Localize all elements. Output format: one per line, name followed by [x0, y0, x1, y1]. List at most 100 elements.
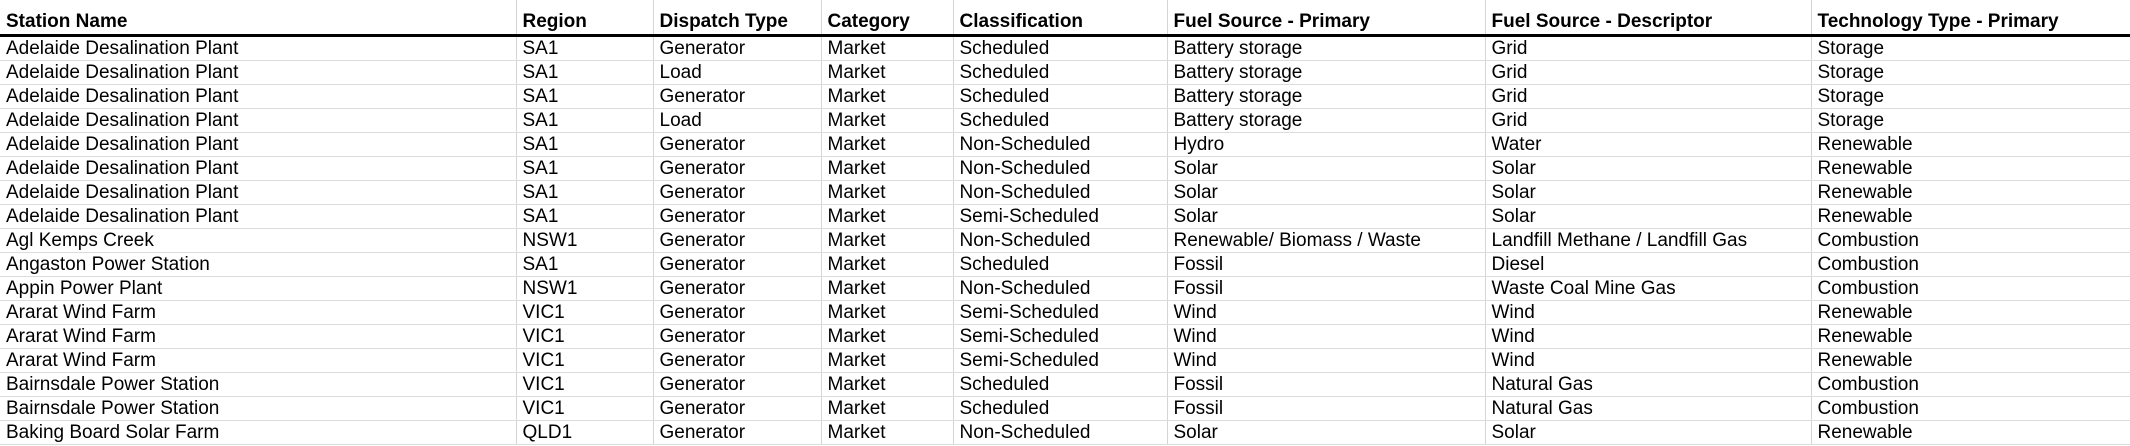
cell-region[interactable]: VIC1	[515, 300, 653, 325]
cell-fuel-source-descriptor[interactable]: Grid	[1484, 84, 1811, 109]
cell-classification[interactable]: Scheduled	[952, 372, 1167, 397]
cell-classification[interactable]: Non-Scheduled	[952, 420, 1167, 445]
cell-category[interactable]: Market	[820, 348, 953, 373]
cell-fuel-source-primary[interactable]: Solar	[1166, 420, 1485, 445]
cell-technology-type-primary[interactable]: Renewable	[1810, 180, 2130, 205]
cell-fuel-source-primary[interactable]: Fossil	[1166, 276, 1485, 301]
cell-station-name[interactable]: Appin Power Plant	[0, 276, 516, 301]
cell-fuel-source-descriptor[interactable]: Wind	[1484, 348, 1811, 373]
cell-technology-type-primary[interactable]: Storage	[1810, 60, 2130, 85]
cell-dispatch-type[interactable]: Generator	[652, 372, 821, 397]
cell-station-name[interactable]: Adelaide Desalination Plant	[0, 35, 516, 61]
header-fuel-source-descriptor[interactable]: Fuel Source - Descriptor	[1484, 0, 1811, 37]
cell-region[interactable]: VIC1	[515, 396, 653, 421]
cell-category[interactable]: Market	[820, 420, 953, 445]
cell-fuel-source-primary[interactable]: Fossil	[1166, 396, 1485, 421]
cell-technology-type-primary[interactable]: Combustion	[1810, 276, 2130, 301]
cell-dispatch-type[interactable]: Generator	[652, 132, 821, 157]
cell-dispatch-type[interactable]: Generator	[652, 300, 821, 325]
cell-dispatch-type[interactable]: Generator	[652, 252, 821, 277]
cell-fuel-source-descriptor[interactable]: Wind	[1484, 300, 1811, 325]
cell-dispatch-type[interactable]: Generator	[652, 228, 821, 253]
cell-classification[interactable]: Scheduled	[952, 252, 1167, 277]
cell-fuel-source-descriptor[interactable]: Natural Gas	[1484, 372, 1811, 397]
cell-fuel-source-descriptor[interactable]: Solar	[1484, 156, 1811, 181]
cell-technology-type-primary[interactable]: Combustion	[1810, 228, 2130, 253]
cell-station-name[interactable]: Angaston Power Station	[0, 252, 516, 277]
cell-dispatch-type[interactable]: Generator	[652, 35, 821, 61]
cell-fuel-source-primary[interactable]: Solar	[1166, 156, 1485, 181]
cell-fuel-source-descriptor[interactable]: Solar	[1484, 420, 1811, 445]
cell-classification[interactable]: Non-Scheduled	[952, 132, 1167, 157]
cell-fuel-source-primary[interactable]: Battery storage	[1166, 35, 1485, 61]
cell-station-name[interactable]: Adelaide Desalination Plant	[0, 180, 516, 205]
cell-classification[interactable]: Scheduled	[952, 60, 1167, 85]
cell-dispatch-type[interactable]: Load	[652, 108, 821, 133]
cell-dispatch-type[interactable]: Load	[652, 60, 821, 85]
header-region[interactable]: Region	[515, 0, 653, 37]
cell-technology-type-primary[interactable]: Renewable	[1810, 300, 2130, 325]
cell-region[interactable]: SA1	[515, 180, 653, 205]
cell-fuel-source-primary[interactable]: Fossil	[1166, 252, 1485, 277]
cell-technology-type-primary[interactable]: Combustion	[1810, 252, 2130, 277]
header-dispatch-type[interactable]: Dispatch Type	[652, 0, 821, 37]
cell-station-name[interactable]: Ararat Wind Farm	[0, 348, 516, 373]
cell-dispatch-type[interactable]: Generator	[652, 348, 821, 373]
cell-technology-type-primary[interactable]: Renewable	[1810, 324, 2130, 349]
cell-technology-type-primary[interactable]: Renewable	[1810, 348, 2130, 373]
cell-classification[interactable]: Semi-Scheduled	[952, 348, 1167, 373]
cell-station-name[interactable]: Adelaide Desalination Plant	[0, 156, 516, 181]
cell-station-name[interactable]: Baking Board Solar Farm	[0, 420, 516, 445]
cell-region[interactable]: SA1	[515, 108, 653, 133]
cell-dispatch-type[interactable]: Generator	[652, 324, 821, 349]
cell-category[interactable]: Market	[820, 252, 953, 277]
cell-category[interactable]: Market	[820, 372, 953, 397]
cell-fuel-source-descriptor[interactable]: Water	[1484, 132, 1811, 157]
cell-technology-type-primary[interactable]: Combustion	[1810, 396, 2130, 421]
cell-region[interactable]: QLD1	[515, 420, 653, 445]
cell-technology-type-primary[interactable]: Storage	[1810, 84, 2130, 109]
cell-category[interactable]: Market	[820, 108, 953, 133]
cell-station-name[interactable]: Adelaide Desalination Plant	[0, 108, 516, 133]
cell-dispatch-type[interactable]: Generator	[652, 396, 821, 421]
cell-dispatch-type[interactable]: Generator	[652, 156, 821, 181]
cell-classification[interactable]: Non-Scheduled	[952, 180, 1167, 205]
cell-station-name[interactable]: Bairnsdale Power Station	[0, 396, 516, 421]
cell-region[interactable]: SA1	[515, 60, 653, 85]
cell-fuel-source-descriptor[interactable]: Wind	[1484, 324, 1811, 349]
header-category[interactable]: Category	[820, 0, 953, 37]
cell-fuel-source-descriptor[interactable]: Natural Gas	[1484, 396, 1811, 421]
cell-technology-type-primary[interactable]: Storage	[1810, 35, 2130, 61]
cell-region[interactable]: VIC1	[515, 324, 653, 349]
cell-technology-type-primary[interactable]: Renewable	[1810, 204, 2130, 229]
cell-fuel-source-primary[interactable]: Solar	[1166, 180, 1485, 205]
cell-category[interactable]: Market	[820, 156, 953, 181]
cell-classification[interactable]: Scheduled	[952, 108, 1167, 133]
cell-dispatch-type[interactable]: Generator	[652, 180, 821, 205]
cell-category[interactable]: Market	[820, 35, 953, 61]
cell-region[interactable]: SA1	[515, 204, 653, 229]
cell-fuel-source-primary[interactable]: Fossil	[1166, 372, 1485, 397]
cell-fuel-source-descriptor[interactable]: Grid	[1484, 60, 1811, 85]
cell-dispatch-type[interactable]: Generator	[652, 204, 821, 229]
cell-region[interactable]: VIC1	[515, 372, 653, 397]
cell-category[interactable]: Market	[820, 60, 953, 85]
cell-station-name[interactable]: Adelaide Desalination Plant	[0, 132, 516, 157]
cell-technology-type-primary[interactable]: Combustion	[1810, 372, 2130, 397]
cell-station-name[interactable]: Bairnsdale Power Station	[0, 372, 516, 397]
cell-station-name[interactable]: Adelaide Desalination Plant	[0, 84, 516, 109]
cell-classification[interactable]: Non-Scheduled	[952, 156, 1167, 181]
cell-fuel-source-descriptor[interactable]: Diesel	[1484, 252, 1811, 277]
cell-classification[interactable]: Scheduled	[952, 35, 1167, 61]
cell-station-name[interactable]: Adelaide Desalination Plant	[0, 204, 516, 229]
cell-technology-type-primary[interactable]: Renewable	[1810, 420, 2130, 445]
header-fuel-source-primary[interactable]: Fuel Source - Primary	[1166, 0, 1485, 37]
cell-fuel-source-descriptor[interactable]: Solar	[1484, 204, 1811, 229]
cell-station-name[interactable]: Adelaide Desalination Plant	[0, 60, 516, 85]
cell-classification[interactable]: Semi-Scheduled	[952, 300, 1167, 325]
cell-category[interactable]: Market	[820, 84, 953, 109]
cell-category[interactable]: Market	[820, 204, 953, 229]
cell-category[interactable]: Market	[820, 396, 953, 421]
cell-region[interactable]: SA1	[515, 35, 653, 61]
cell-region[interactable]: SA1	[515, 156, 653, 181]
